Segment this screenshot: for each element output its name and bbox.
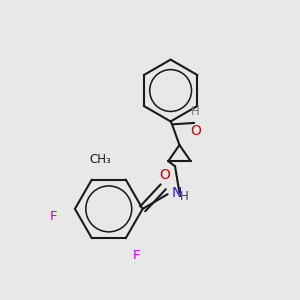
- Text: H: H: [179, 190, 188, 203]
- Text: O: O: [190, 124, 201, 138]
- Text: CH₃: CH₃: [89, 153, 111, 167]
- Text: H: H: [191, 105, 200, 118]
- Text: F: F: [133, 249, 140, 262]
- Text: N: N: [171, 186, 182, 200]
- Text: F: F: [50, 210, 57, 224]
- Text: O: O: [159, 168, 170, 182]
